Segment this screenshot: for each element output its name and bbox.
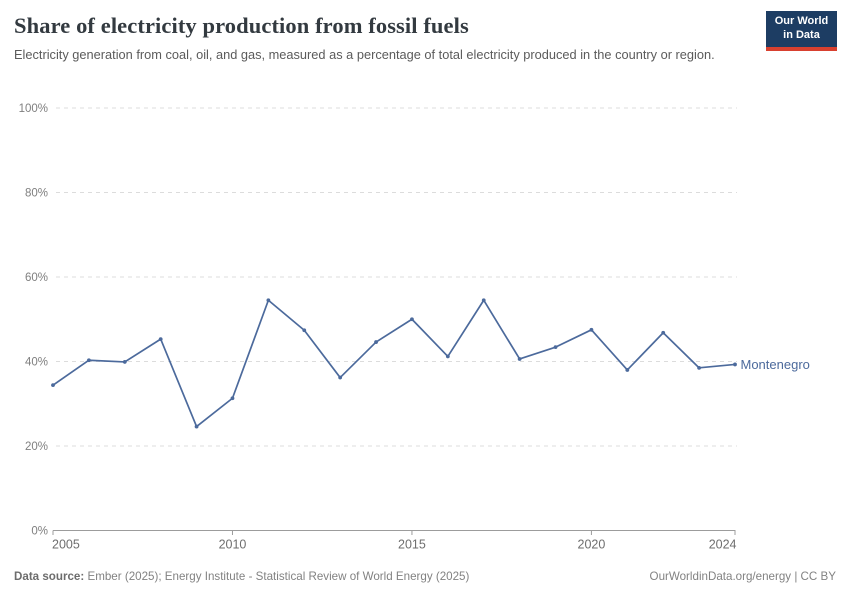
- data-point[interactable]: [302, 328, 307, 333]
- data-point[interactable]: [338, 375, 343, 380]
- y-tick-label: 40%: [25, 357, 48, 369]
- y-tick-label: 20%: [25, 441, 48, 453]
- x-tick-label: 2020: [578, 538, 606, 552]
- x-tick-label: 2010: [219, 538, 247, 552]
- data-point[interactable]: [230, 396, 235, 401]
- data-point[interactable]: [517, 357, 522, 361]
- data-point[interactable]: [733, 362, 737, 367]
- data-point[interactable]: [122, 360, 127, 364]
- data-point[interactable]: [445, 354, 450, 359]
- x-tick-label: 2005: [52, 538, 80, 552]
- y-tick-label: 60%: [25, 272, 48, 284]
- data-source-text: Ember (2025); Energy Institute - Statist…: [87, 570, 470, 583]
- chart-header: Share of electricity production from fos…: [14, 12, 744, 64]
- chart-footer: Data source: Ember (2025); Energy Instit…: [14, 570, 836, 583]
- data-point[interactable]: [51, 383, 55, 388]
- x-tick-label: 2015: [398, 538, 426, 552]
- data-point[interactable]: [625, 368, 630, 372]
- data-point[interactable]: [374, 340, 378, 344]
- chart-subtitle: Electricity generation from coal, oil, a…: [14, 47, 715, 62]
- data-point[interactable]: [481, 298, 486, 303]
- data-point[interactable]: [410, 317, 414, 322]
- y-tick-label: 0%: [31, 526, 48, 538]
- owid-logo-line2: in Data: [783, 28, 820, 41]
- data-point[interactable]: [158, 337, 163, 342]
- data-point[interactable]: [661, 330, 666, 335]
- x-tick-label: 2024: [709, 538, 737, 552]
- data-source: Data source: Ember (2025); Energy Instit…: [14, 570, 469, 583]
- data-point[interactable]: [553, 345, 558, 350]
- data-source-label: Data source:: [14, 570, 85, 583]
- owid-logo-line1: Our World: [774, 15, 829, 27]
- series-label-montenegro[interactable]: Montenegro: [741, 357, 810, 372]
- data-point[interactable]: [266, 298, 271, 303]
- data-point[interactable]: [697, 365, 702, 370]
- y-tick-label: 80%: [25, 188, 48, 200]
- data-point[interactable]: [86, 358, 91, 363]
- y-tick-label: 100%: [19, 103, 48, 115]
- page-title: Share of electricity production from fos…: [14, 13, 469, 38]
- attribution-link[interactable]: OurWorldinData.org/energy | CC BY: [649, 570, 836, 583]
- data-point[interactable]: [589, 327, 594, 332]
- owid-logo: Our World in Data: [766, 11, 837, 51]
- data-point[interactable]: [194, 424, 199, 429]
- series-line[interactable]: [52, 299, 736, 428]
